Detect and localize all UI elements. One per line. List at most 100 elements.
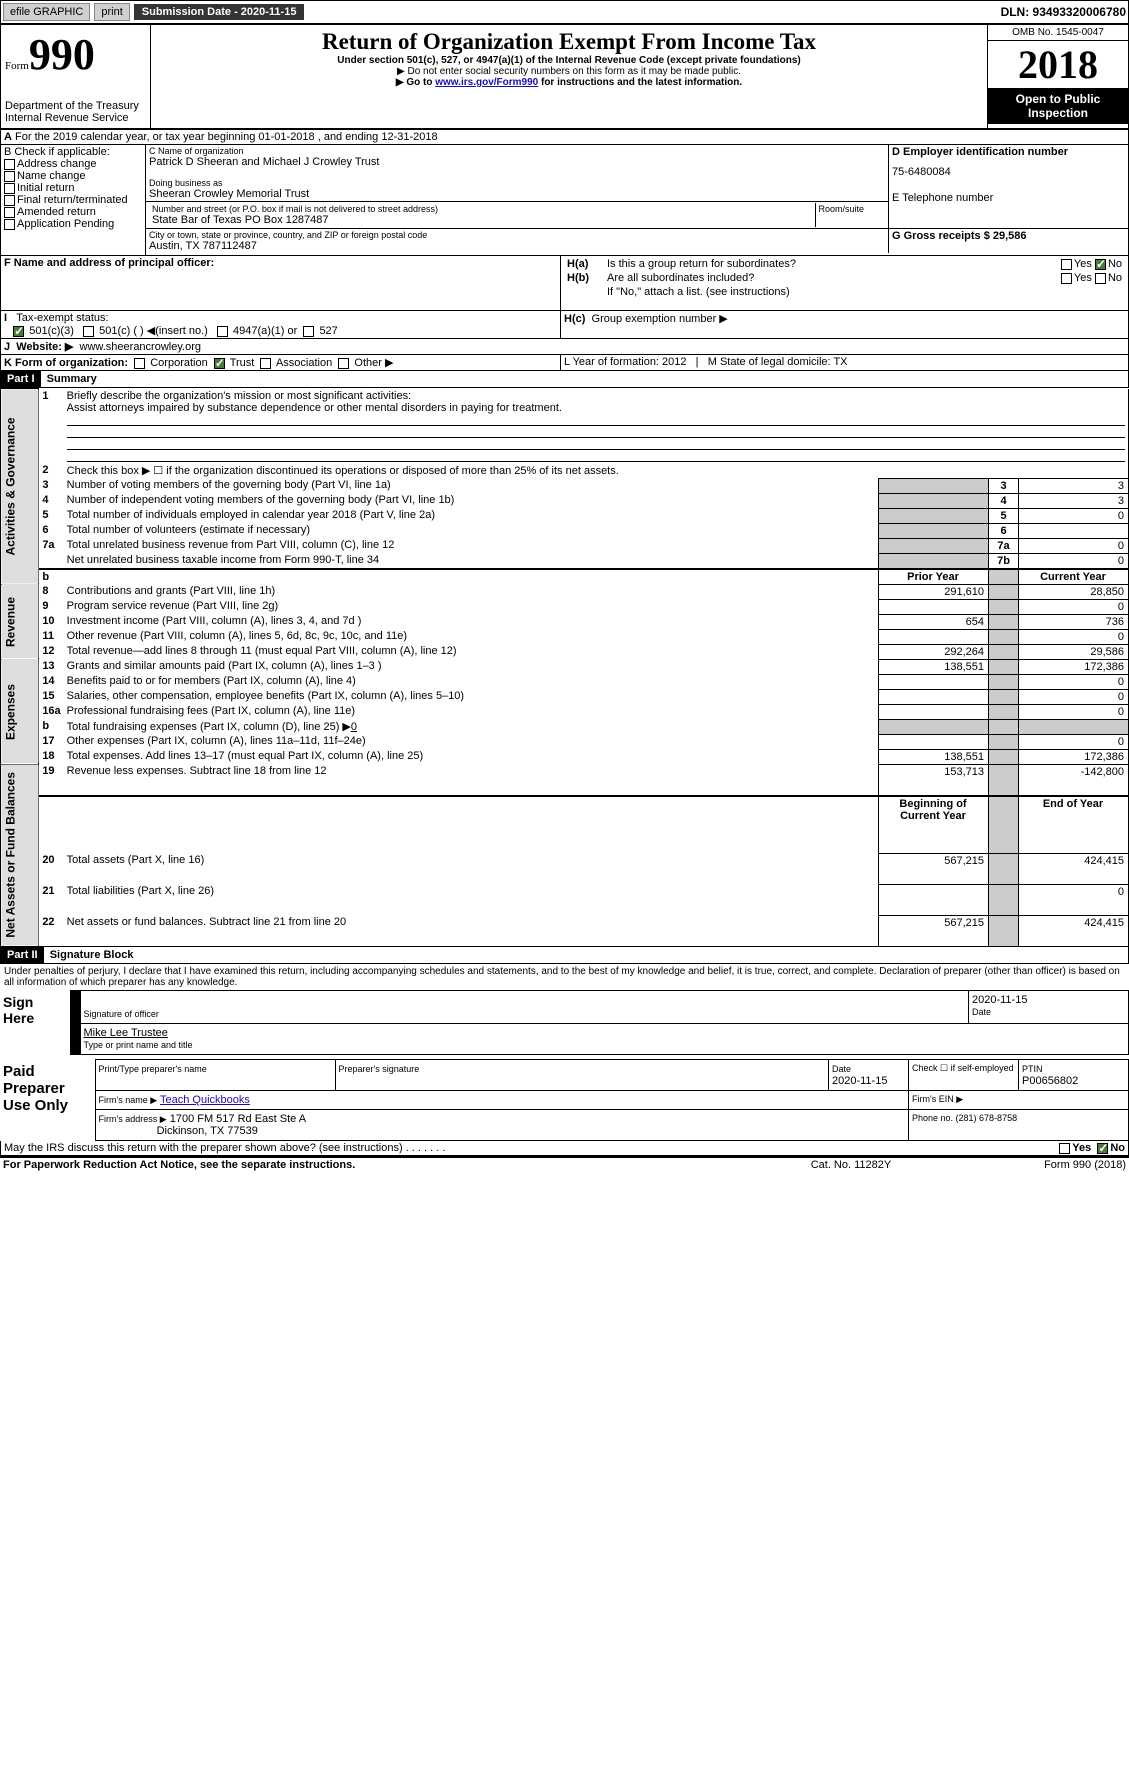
k-label: K Form of organization: bbox=[4, 357, 128, 369]
p19: 153,713 bbox=[879, 764, 989, 796]
pra-notice: For Paperwork Reduction Act Notice, see … bbox=[3, 1159, 355, 1171]
line8: Contributions and grants (Part VIII, lin… bbox=[64, 584, 879, 599]
line-a: For the 2019 calendar year, or tax year … bbox=[15, 131, 438, 143]
k-trust[interactable] bbox=[214, 358, 225, 369]
line12: Total revenue—add lines 8 through 11 (mu… bbox=[64, 644, 879, 659]
p18: 138,551 bbox=[879, 749, 989, 764]
firm-addr-label: Firm's address ▶ bbox=[99, 1114, 167, 1124]
c12: 29,586 bbox=[1019, 644, 1129, 659]
discuss-yes[interactable] bbox=[1059, 1143, 1070, 1154]
i-501c[interactable] bbox=[83, 326, 94, 337]
form-title: Return of Organization Exempt From Incom… bbox=[155, 29, 983, 55]
c10: 736 bbox=[1019, 614, 1129, 629]
k-corp[interactable] bbox=[134, 358, 145, 369]
cat-no: Cat. No. 11282Y bbox=[759, 1157, 942, 1172]
print-button[interactable]: print bbox=[94, 3, 129, 21]
irs-label: Internal Revenue Service bbox=[5, 112, 146, 124]
ha-no[interactable] bbox=[1095, 259, 1106, 270]
line6: Total number of volunteers (estimate if … bbox=[64, 523, 879, 538]
c15: 0 bbox=[1019, 689, 1129, 704]
firm-name[interactable]: Teach Quickbooks bbox=[160, 1094, 250, 1106]
line22: Net assets or fund balances. Subtract li… bbox=[64, 915, 879, 946]
i-4947[interactable] bbox=[217, 326, 228, 337]
subtitle-1: Under section 501(c), 527, or 4947(a)(1)… bbox=[155, 55, 983, 66]
bottom-bar: For Paperwork Reduction Act Notice, see … bbox=[0, 1156, 1129, 1172]
c19: -142,800 bbox=[1019, 764, 1129, 796]
bcy-hdr: Beginning of Current Year bbox=[899, 798, 966, 822]
v4: 3 bbox=[1019, 493, 1129, 508]
hb-yes[interactable] bbox=[1061, 273, 1072, 284]
i-label: Tax-exempt status: bbox=[16, 312, 108, 324]
chk-initial[interactable]: Initial return bbox=[4, 182, 142, 194]
v16b: 0 bbox=[351, 721, 357, 733]
dept-treasury: Department of the Treasury bbox=[5, 100, 146, 112]
line19: Revenue less expenses. Subtract line 18 … bbox=[64, 764, 879, 796]
p11 bbox=[879, 629, 989, 644]
form990-link[interactable]: www.irs.gov/Form990 bbox=[435, 77, 538, 88]
dln-label: DLN: 93493320006780 bbox=[1001, 5, 1126, 19]
preparer-table: Paid Preparer Use Only Print/Type prepar… bbox=[0, 1059, 1129, 1141]
addr-label: Number and street (or P.O. box if mail i… bbox=[152, 204, 812, 214]
vlabel-governance: Activities & Governance bbox=[1, 389, 39, 585]
line7a: Total unrelated business revenue from Pa… bbox=[64, 538, 879, 553]
org-name: Patrick D Sheeran and Michael J Crowley … bbox=[149, 156, 885, 168]
k-assoc[interactable] bbox=[260, 358, 271, 369]
i-527[interactable] bbox=[303, 326, 314, 337]
g-receipts: G Gross receipts $ 29,586 bbox=[889, 229, 1129, 254]
firm-addr2: Dickinson, TX 77539 bbox=[157, 1125, 258, 1137]
chk-address[interactable]: Address change bbox=[4, 158, 142, 170]
paid-preparer-label: Paid Preparer Use Only bbox=[0, 1060, 95, 1141]
p14 bbox=[879, 674, 989, 689]
entity-block: A For the 2019 calendar year, or tax yea… bbox=[0, 129, 1129, 256]
h-note: If "No," attach a list. (see instruction… bbox=[604, 285, 1125, 299]
officer-name: Mike Lee Trustee bbox=[84, 1027, 168, 1039]
p21 bbox=[879, 884, 989, 915]
submission-date: Submission Date - 2020-11-15 bbox=[134, 4, 305, 20]
hb-no[interactable] bbox=[1095, 273, 1106, 284]
line3: Number of voting members of the governin… bbox=[64, 478, 879, 493]
m-state: M State of legal domicile: TX bbox=[708, 356, 848, 368]
subtitle-3b: for instructions and the latest informat… bbox=[538, 77, 742, 88]
c11: 0 bbox=[1019, 629, 1129, 644]
prep-h1: Print/Type preparer's name bbox=[99, 1064, 207, 1074]
line20: Total assets (Part X, line 16) bbox=[64, 853, 879, 884]
c8: 28,850 bbox=[1019, 584, 1129, 599]
j-label: Website: ▶ bbox=[16, 341, 73, 353]
ein-value: 75-6480084 bbox=[892, 166, 1125, 178]
city-value: Austin, TX 787112487 bbox=[149, 240, 885, 252]
k-other[interactable] bbox=[338, 358, 349, 369]
i-501c3[interactable] bbox=[13, 326, 24, 337]
hc-label: H(c) bbox=[564, 313, 585, 325]
chk-amended[interactable]: Amended return bbox=[4, 206, 142, 218]
line17: Other expenses (Part IX, column (A), lin… bbox=[64, 734, 879, 749]
website-value: www.sheerancrowley.org bbox=[80, 341, 201, 353]
line5: Total number of individuals employed in … bbox=[64, 508, 879, 523]
c20: 424,415 bbox=[1019, 853, 1129, 884]
chk-pending[interactable]: Application Pending bbox=[4, 218, 142, 230]
line16b: Total fundraising expenses (Part IX, col… bbox=[67, 721, 351, 733]
prior-year-hdr: Prior Year bbox=[907, 571, 959, 583]
efile-button[interactable]: efile GRAPHIC bbox=[3, 3, 90, 21]
p15 bbox=[879, 689, 989, 704]
chk-name[interactable]: Name change bbox=[4, 170, 142, 182]
summary-table: Activities & Governance 1 Briefly descri… bbox=[0, 388, 1129, 947]
d-label: D Employer identification number bbox=[892, 146, 1125, 158]
firm-label: Firm's name ▶ bbox=[99, 1095, 158, 1105]
discuss-no[interactable] bbox=[1097, 1143, 1108, 1154]
form-ref: Form 990 (2018) bbox=[943, 1157, 1129, 1172]
declaration: Under penalties of perjury, I declare th… bbox=[0, 964, 1129, 990]
ha-label: H(a) bbox=[567, 258, 588, 270]
discuss-q: May the IRS discuss this return with the… bbox=[4, 1142, 403, 1154]
line14: Benefits paid to or for members (Part IX… bbox=[64, 674, 879, 689]
hc-text: Group exemption number ▶ bbox=[592, 313, 728, 325]
chk-final[interactable]: Final return/terminated bbox=[4, 194, 142, 206]
street-address: State Bar of Texas PO Box 1287487 bbox=[152, 214, 812, 226]
sign-here-label: Sign Here bbox=[0, 991, 70, 1055]
dba-name: Sheeran Crowley Memorial Trust bbox=[149, 188, 885, 200]
p22: 567,215 bbox=[879, 915, 989, 946]
ha-yes[interactable] bbox=[1061, 259, 1072, 270]
line11: Other revenue (Part VIII, column (A), li… bbox=[64, 629, 879, 644]
p20: 567,215 bbox=[879, 853, 989, 884]
tax-year: 2018 bbox=[988, 41, 1128, 88]
v6 bbox=[1019, 523, 1129, 538]
